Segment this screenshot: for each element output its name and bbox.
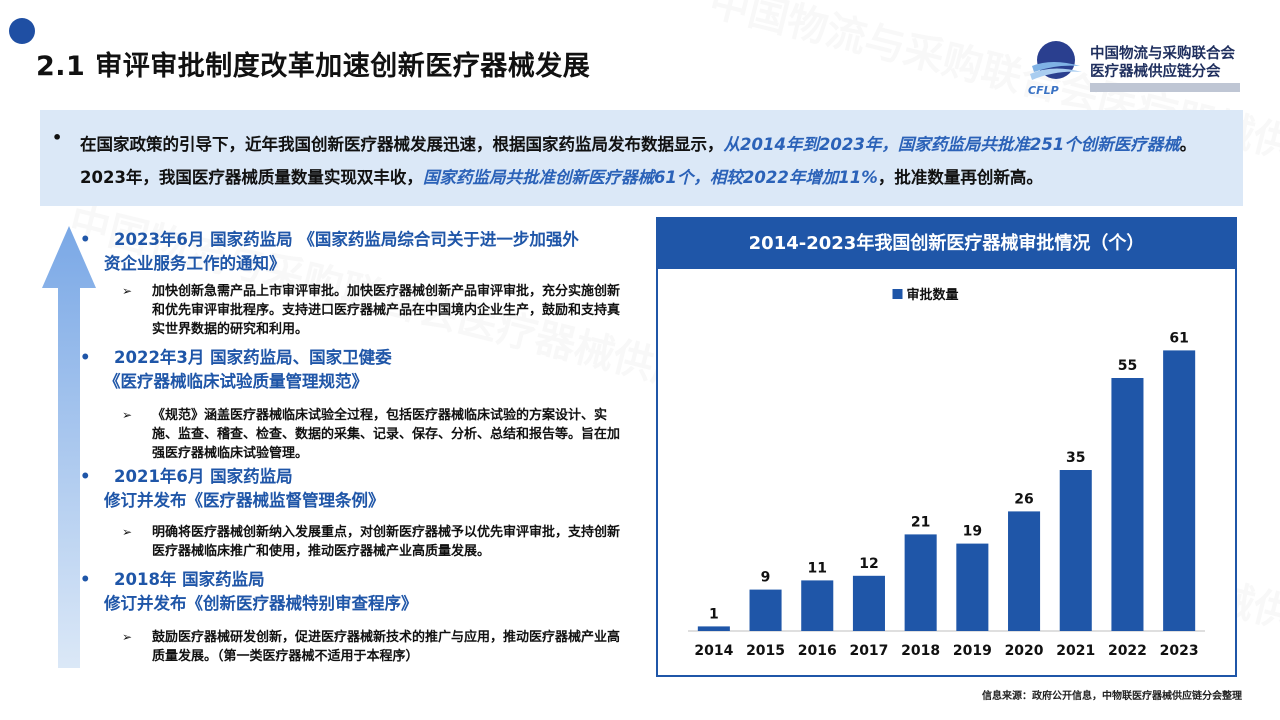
x-tick-label-2017: 2017 (849, 643, 888, 659)
data-label-2023: 61 (1169, 330, 1188, 346)
intro-text: 在国家政策的引导下，近年我国创新医疗器械发展迅速，根据国家药监局发布数据显示，从… (80, 128, 1225, 194)
data-label-2014: 1 (709, 606, 719, 622)
timeline-heading: • 2022年3月 国家药监局、国家卫健委 《医疗器械临床试验质量管理规范》 (80, 346, 640, 394)
x-tick-label-2016: 2016 (798, 643, 837, 659)
intro-part-1: 在国家政策的引导下，近年我国创新医疗器械发展迅速，根据国家药监局发布数据显示， (80, 135, 724, 154)
x-tick-label-2018: 2018 (901, 643, 940, 659)
chart-title: 2014-2023年我国创新医疗器械审批情况（个） (658, 219, 1235, 269)
data-label-2022: 55 (1118, 358, 1137, 374)
source-note: 信息来源：政府公开信息，中物联医疗器械供应链分会整理 (982, 691, 1242, 702)
intro-highlight-2: 国家药监局共批准创新医疗器械61个，相较2022年增加11% (422, 168, 878, 187)
intro-part-3: ，批准数量再创新高。 (877, 168, 1043, 187)
x-tick-label-2023: 2023 (1160, 643, 1199, 659)
timeline-heading-line-2: 资企业服务工作的通知》 (104, 254, 286, 273)
chevron-right-icon: ➢ (122, 408, 133, 422)
bar-2022 (1111, 378, 1144, 631)
approval-chart-panel: 2014-2023年我国创新医疗器械审批情况（个） 审批数量 1 2014 9 2015… (656, 217, 1237, 677)
chevron-right-icon: ➢ (122, 525, 133, 539)
timeline-body: ➢ 鼓励医疗器械研发创新，促进医疗器械新技术的推广与应用，推动医疗器械产业高质量… (80, 628, 640, 666)
bar-2015 (749, 589, 782, 631)
bar-2021 (1059, 470, 1092, 631)
timeline-body-text: 明确将医疗器械创新纳入发展重点，对创新医疗器械予以优先审评审批，支持创新医疗器械… (152, 525, 621, 559)
logo-underline-bar (1090, 83, 1240, 92)
timeline-body-text: 鼓励医疗器械研发创新，促进医疗器械新技术的推广与应用，推动医疗器械产业高质量发展… (152, 630, 621, 664)
timeline-body: ➢ 《规范》涵盖医疗器械临床试验全过程，包括医疗器械临床试验的方案设计、实施、监… (80, 406, 640, 463)
data-label-2020: 26 (1014, 491, 1033, 507)
timeline-heading-line-1: 2018年 国家药监局 (114, 570, 265, 589)
timeline-heading-line-2: 修订并发布《医疗器械监督管理条例》 (104, 491, 385, 510)
page-title: 2.1 审评审批制度改革加速创新医疗器械发展 (36, 51, 591, 82)
cflp-logo-icon: CFLP (1028, 41, 1082, 97)
timeline-heading-line-1: 2023年6月 国家药监局 《国家药监局综合司关于进一步加强外 (114, 230, 579, 249)
chevron-right-icon: ➢ (122, 630, 133, 644)
timeline-item-2023: • 2023年6月 国家药监局 《国家药监局综合司关于进一步加强外 资企业服务工… (80, 228, 640, 339)
approval-bar-chart: 审批数量 1 2014 9 2015 11 2016 12 2017 21 2018 19 2019 26… (688, 287, 1205, 659)
chevron-right-icon: ➢ (122, 284, 133, 298)
timeline-body-text: 《规范》涵盖医疗器械临床试验全过程，包括医疗器械临床试验的方案设计、实施、监查、… (152, 408, 621, 461)
x-tick-label-2021: 2021 (1056, 643, 1095, 659)
intro-bullet: • (52, 128, 63, 147)
intro-highlight-1: 从2014年到2023年，国家药监局共批准251个创新医疗器械 (723, 135, 1180, 154)
timeline-body: ➢ 明确将医疗器械创新纳入发展重点，对创新医疗器械予以优先审评审批，支持创新医疗… (80, 523, 640, 561)
data-label-2015: 9 (761, 570, 771, 586)
timeline-arrow-icon (42, 226, 96, 668)
timeline-heading-line-1: 2021年6月 国家药监局 (114, 467, 293, 486)
timeline-heading-line-1: 2022年3月 国家药监局、国家卫健委 (114, 348, 392, 367)
timeline-item-2022: • 2022年3月 国家药监局、国家卫健委 《医疗器械临床试验质量管理规范》 ➢… (80, 346, 640, 463)
data-label-2019: 19 (963, 524, 982, 540)
x-tick-label-2022: 2022 (1108, 643, 1147, 659)
logo-line-1: 中国物流与采购联合会 (1090, 46, 1235, 62)
data-label-2016: 11 (808, 560, 827, 576)
bar-2017 (852, 575, 885, 631)
timeline-body-text: 加快创新急需产品上市审评审批。加快医疗器械创新产品审评审批，充分实施创新和优先审… (152, 284, 621, 337)
timeline-body: ➢ 加快创新急需产品上市审评审批。加快医疗器械创新产品审评审批，充分实施创新和优… (80, 282, 640, 339)
data-label-2018: 21 (911, 514, 930, 530)
timeline-heading-line-2: 《医疗器械临床试验质量管理规范》 (104, 372, 368, 391)
timeline-bullet: • (80, 467, 91, 486)
timeline-bullet: • (80, 230, 91, 249)
bar-2023 (1163, 350, 1196, 631)
bar-2018 (904, 534, 937, 631)
data-label-2021: 35 (1066, 450, 1085, 466)
timeline-heading: • 2021年6月 国家药监局 修订并发布《医疗器械监督管理条例》 (80, 465, 640, 513)
bar-2020 (1008, 511, 1041, 631)
timeline-bullet: • (80, 348, 91, 367)
timeline-heading: • 2018年 国家药监局 修订并发布《创新医疗器械特别审查程序》 (80, 568, 640, 616)
x-tick-label-2020: 2020 (1005, 643, 1044, 659)
timeline-item-2021: • 2021年6月 国家药监局 修订并发布《医疗器械监督管理条例》 ➢ 明确将医… (80, 465, 640, 561)
bar-2014 (697, 626, 730, 631)
timeline-heading-line-2: 修订并发布《创新医疗器械特别审查程序》 (104, 594, 418, 613)
intro-box: • 在国家政策的引导下，近年我国创新医疗器械发展迅速，根据国家药监局发布数据显示… (40, 110, 1243, 206)
timeline-heading: • 2023年6月 国家药监局 《国家药监局综合司关于进一步加强外 资企业服务工… (80, 228, 640, 276)
data-label-2017: 12 (859, 556, 878, 572)
bar-2019 (956, 543, 989, 631)
x-tick-label-2015: 2015 (746, 643, 785, 659)
decorative-circle-blue (9, 18, 35, 44)
organization-logo: CFLP 中国物流与采购联合会 医疗器械供应链分会 (1022, 36, 1262, 98)
x-tick-label-2014: 2014 (694, 643, 733, 659)
legend-swatch (892, 289, 903, 299)
timeline-item-2018: • 2018年 国家药监局 修订并发布《创新医疗器械特别审查程序》 ➢ 鼓励医疗… (80, 568, 640, 666)
timeline-bullet: • (80, 570, 91, 589)
intro-part-2: 。2023年，我国医疗器械质量数量实现双丰收， (80, 135, 1197, 187)
legend-label: 审批数量 (907, 287, 959, 303)
svg-text:CFLP: CFLP (1028, 84, 1059, 97)
bar-2016 (801, 580, 834, 631)
x-tick-label-2019: 2019 (953, 643, 992, 659)
logo-line-2: 医疗器械供应链分会 (1090, 64, 1221, 80)
